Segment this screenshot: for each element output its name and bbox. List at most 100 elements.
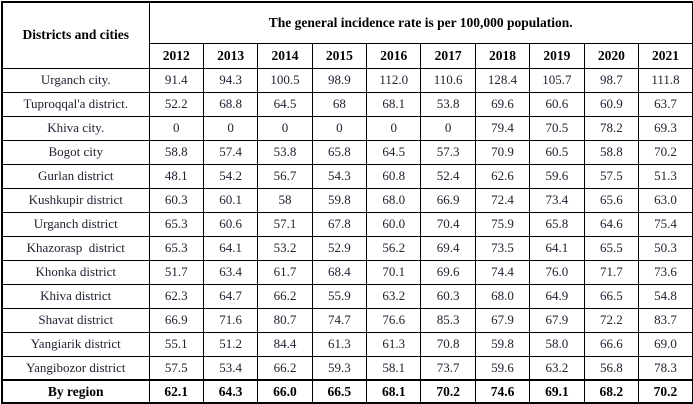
rate-value: 57.3	[420, 139, 476, 165]
rate-value: 68.8	[202, 91, 259, 117]
year-header-2014: 2014	[257, 42, 313, 69]
district-name: Khonka district	[1, 259, 150, 285]
rate-value: 75.4	[638, 211, 693, 237]
rate-value: 63.2	[366, 283, 422, 309]
rate-value: 73.7	[420, 355, 476, 381]
rate-value: 69.3	[638, 115, 693, 141]
rate-value: 0	[420, 115, 476, 141]
rate-value: 61.3	[311, 331, 368, 357]
rate-value: 50.3	[638, 235, 693, 261]
district-name: Bogot city	[1, 139, 150, 165]
rate-value: 63.4	[202, 259, 259, 285]
rate-value: 64.1	[202, 235, 259, 261]
rate-value: 65.3	[148, 235, 204, 261]
rate-value: 83.7	[638, 307, 693, 333]
by-region-value: 68.1	[366, 379, 422, 404]
rate-value: 65.3	[148, 211, 204, 237]
table-row: Khazorasp district 65.3 64.1 53.2 52.9 56.2 69…	[1, 235, 693, 261]
rate-value: 53.4	[202, 355, 259, 381]
rate-value: 71.6	[202, 307, 259, 333]
rate-value: 98.7	[583, 67, 640, 93]
rate-value: 67.9	[474, 307, 531, 333]
rate-value: 60.0	[366, 211, 422, 237]
rate-value: 66.2	[257, 283, 313, 309]
rate-value: 68	[311, 91, 368, 117]
rate-value: 60.3	[420, 283, 476, 309]
table-body: Urganch city. 91.4 94.3 100.5 98.9 112.0 110.6…	[1, 67, 693, 381]
rate-value: 58.8	[148, 139, 204, 165]
rate-value: 58.8	[583, 139, 640, 165]
rate-value: 67.9	[529, 307, 585, 333]
rate-value: 69.0	[638, 331, 693, 357]
rate-value: 68.0	[474, 283, 531, 309]
rate-value: 70.9	[474, 139, 531, 165]
rate-value: 110.6	[420, 67, 476, 93]
rate-value: 78.3	[638, 355, 693, 381]
rate-value: 61.7	[257, 259, 313, 285]
district-name: Khazorasp district	[1, 235, 150, 261]
rate-value: 51.2	[202, 331, 259, 357]
table-row: Khonka district 51.7 63.4 61.7 68.4 70.1 69.6 7…	[1, 259, 693, 285]
rate-value: 51.3	[638, 163, 693, 189]
rate-value: 58.0	[529, 331, 585, 357]
table-footer: By region 62.1 64.3 66.0 66.5 68.1 70.2 74.6 69…	[1, 379, 693, 404]
rate-value: 56.7	[257, 163, 313, 189]
rate-value: 111.8	[638, 67, 693, 93]
table-row: Urganch city. 91.4 94.3 100.5 98.9 112.0 110.6…	[1, 67, 693, 93]
rate-value: 71.7	[583, 259, 640, 285]
rate-value: 80.7	[257, 307, 313, 333]
rate-value: 66.2	[257, 355, 313, 381]
rate-value: 85.3	[420, 307, 476, 333]
rate-value: 75.9	[474, 211, 531, 237]
rate-value: 54.2	[202, 163, 259, 189]
year-header-2018: 2018	[474, 42, 531, 69]
rate-value: 60.8	[366, 163, 422, 189]
rate-value: 68.4	[311, 259, 368, 285]
rate-value: 60.6	[529, 91, 585, 117]
year-header-2019: 2019	[529, 42, 585, 69]
rate-value: 60.5	[529, 139, 585, 165]
rate-value: 76.0	[529, 259, 585, 285]
rate-value: 66.5	[583, 283, 640, 309]
rate-value: 0	[148, 115, 204, 141]
table-row: Urganch district 65.3 60.6 57.1 67.8 60.0 70.4…	[1, 211, 693, 237]
rate-value: 58	[257, 187, 313, 213]
table-row: Khiva district 62.3 64.7 66.2 55.9 63.2 60.3 68…	[1, 283, 693, 309]
rate-value: 52.9	[311, 235, 368, 261]
rate-value: 94.3	[202, 67, 259, 93]
rate-value: 54.8	[638, 283, 693, 309]
district-name: Urganch district	[1, 211, 150, 237]
rate-value: 55.9	[311, 283, 368, 309]
rate-value: 66.9	[420, 187, 476, 213]
rate-value: 84.4	[257, 331, 313, 357]
district-name: Khiva district	[1, 283, 150, 309]
rate-value: 69.6	[420, 259, 476, 285]
rate-value: 72.4	[474, 187, 531, 213]
district-name: Urganch city.	[1, 67, 150, 93]
rate-value: 78.2	[583, 115, 640, 141]
rate-value: 70.2	[638, 139, 693, 165]
rate-value: 63.2	[529, 355, 585, 381]
rate-value: 70.5	[529, 115, 585, 141]
rate-value: 64.5	[366, 139, 422, 165]
rate-value: 100.5	[257, 67, 313, 93]
rate-value: 60.1	[202, 187, 259, 213]
rate-value: 0	[257, 115, 313, 141]
district-name: Khiva city.	[1, 115, 150, 141]
district-name: Yangibozor district	[1, 355, 150, 381]
rate-value: 48.1	[148, 163, 204, 189]
rate-value: 59.6	[529, 163, 585, 189]
year-header-2013: 2013	[202, 42, 259, 69]
table-row: Kushkupir district 60.3 60.1 58 59.8 68.0 66.9…	[1, 187, 693, 213]
year-header-2021: 2021	[638, 42, 693, 69]
rate-value: 74.7	[311, 307, 368, 333]
district-name: Shavat district	[1, 307, 150, 333]
table-row: Gurlan district 48.1 54.2 56.7 54.3 60.8 52.4 6…	[1, 163, 693, 189]
rate-value: 64.9	[529, 283, 585, 309]
rate-value: 60.9	[583, 91, 640, 117]
year-header-2015: 2015	[311, 42, 368, 69]
rate-value: 64.6	[583, 211, 640, 237]
table-row: Shavat district 66.9 71.6 80.7 74.7 76.6 85.3 6…	[1, 307, 693, 333]
